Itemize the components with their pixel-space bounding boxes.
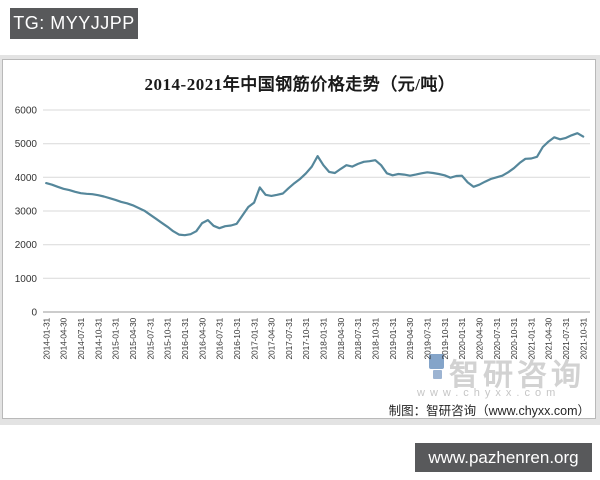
telegram-handle-badge: TG: MYYJJPP (10, 8, 138, 39)
watermark-url-text: www.chyxx.com (417, 387, 561, 399)
chart-card (2, 59, 596, 419)
chyxx-logo-icon-small (433, 370, 442, 379)
chyxx-logo-icon (429, 354, 444, 369)
chart-source-credit: 制图：智研咨询（www.chyxx.com） (388, 404, 590, 418)
watermark-brand-text: 智研咨询 (449, 359, 585, 392)
chart-title: 2014-2021年中国钢筋价格走势（元/吨） (144, 75, 456, 94)
site-watermark-badge: www.pazhenren.org (415, 443, 592, 472)
